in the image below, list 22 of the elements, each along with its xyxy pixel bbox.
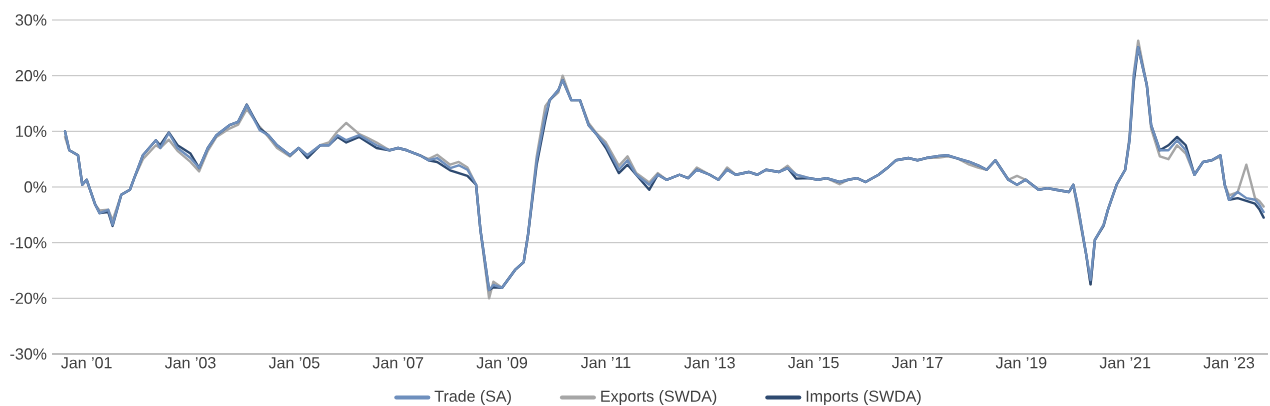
y-tick-label: -10% bbox=[10, 237, 47, 249]
y-tick-label: -20% bbox=[10, 292, 47, 304]
x-tick-label: Jan ’03 bbox=[164, 357, 216, 369]
x-tick-label: Jan ’01 bbox=[61, 357, 112, 369]
x-tick-label: Jan ’05 bbox=[268, 357, 320, 369]
x-tick-label: Jan ’23 bbox=[1203, 357, 1255, 369]
x-tick-label: Jan ’15 bbox=[788, 357, 839, 369]
x-tick-label: Jan ’21 bbox=[1099, 357, 1151, 369]
y-tick-label: 10% bbox=[16, 125, 47, 137]
x-tick-label: Jan ’19 bbox=[995, 357, 1047, 369]
x-tick-label: Jan ’07 bbox=[372, 357, 424, 369]
legend-label: Trade (SA) bbox=[434, 390, 511, 406]
x-tick-label: Jan ’09 bbox=[476, 357, 528, 369]
legend-label: Imports (SWDA) bbox=[806, 390, 921, 406]
y-tick-label: 20% bbox=[15, 70, 47, 82]
legend-label: Exports (SWDA) bbox=[601, 390, 717, 406]
y-tick-label: -30% bbox=[10, 348, 47, 360]
x-tick-label: Jan ’13 bbox=[684, 357, 735, 369]
y-tick-label: 0% bbox=[24, 181, 47, 193]
x-tick-label: Jan ’17 bbox=[891, 357, 943, 369]
y-tick-label: 30% bbox=[15, 14, 47, 26]
x-tick-label: Jan ’11 bbox=[580, 357, 631, 369]
